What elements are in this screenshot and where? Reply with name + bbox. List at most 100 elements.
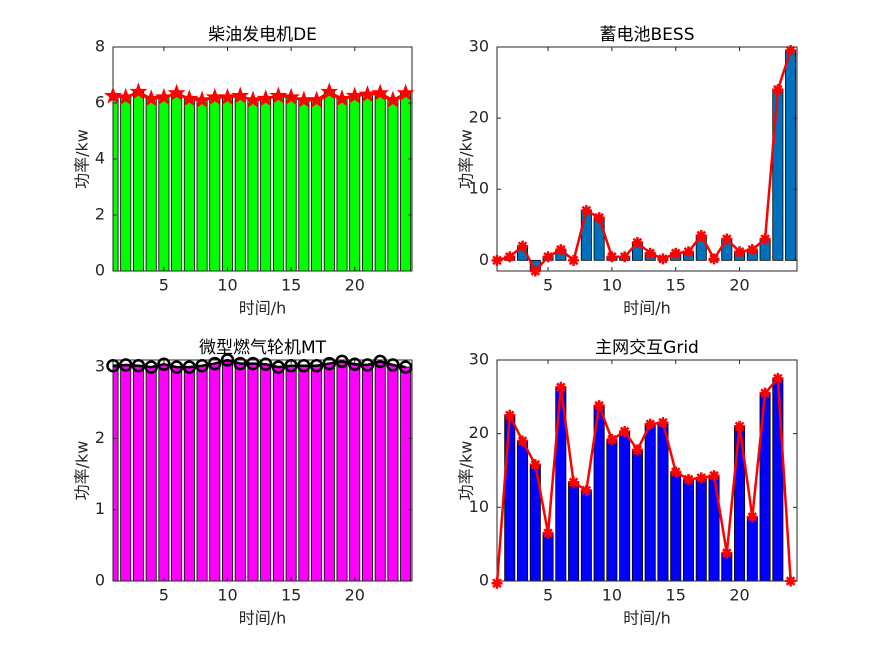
marker — [721, 233, 733, 245]
x-axis-label: 时间/h — [623, 609, 671, 628]
marker — [631, 444, 643, 456]
marker — [142, 89, 161, 107]
marker — [606, 434, 618, 446]
marker — [593, 212, 605, 224]
marker — [220, 353, 235, 367]
marker — [373, 354, 387, 369]
bar — [374, 92, 386, 271]
bar — [247, 363, 259, 581]
marker — [657, 253, 669, 265]
y-tick-label: 8 — [95, 37, 105, 56]
marker — [619, 425, 631, 437]
marker — [580, 205, 592, 217]
marker — [332, 89, 352, 107]
bar — [772, 89, 784, 261]
bar — [234, 95, 246, 271]
subplot: 5 10 15 20 0 2 4 6 8 柴油发电机DE 时间/h 功率/kw — [73, 25, 415, 318]
marker — [182, 360, 197, 374]
marker — [144, 360, 158, 374]
bar — [113, 95, 119, 271]
bar — [222, 97, 234, 271]
y-axis-label: 功率/kw — [457, 441, 476, 501]
marker — [529, 459, 541, 471]
bar — [542, 532, 554, 581]
bar — [695, 477, 707, 581]
marker — [154, 87, 173, 106]
subplot: 5 10 15 20 0 1 2 3 微型燃气轮机MT 时间/h 功率/kw — [73, 338, 413, 628]
marker — [271, 360, 286, 374]
marker — [759, 233, 771, 245]
marker — [269, 86, 288, 104]
y-tick-label: 0 — [95, 261, 105, 280]
x-tick-label: 5 — [159, 586, 169, 605]
bar — [209, 97, 221, 271]
marker — [258, 357, 273, 372]
y-tick-label: 20 — [469, 108, 489, 127]
marker — [542, 527, 554, 539]
marker — [682, 473, 694, 485]
bar — [387, 99, 399, 271]
bar — [113, 365, 119, 581]
marker — [322, 356, 337, 371]
bar — [196, 99, 208, 271]
bar — [145, 98, 157, 271]
bar — [171, 92, 183, 271]
marker — [504, 409, 516, 421]
bar — [323, 363, 335, 581]
x-tick-label: 10 — [217, 586, 237, 605]
bar — [120, 97, 132, 271]
marker — [682, 246, 694, 258]
bar — [400, 92, 412, 271]
bar — [336, 98, 348, 271]
marker — [386, 358, 400, 372]
marker — [593, 400, 605, 412]
bar — [196, 365, 208, 581]
marker — [734, 246, 746, 258]
bar — [374, 361, 386, 581]
marker — [233, 356, 247, 371]
bar — [311, 365, 323, 581]
bar — [323, 91, 335, 271]
bar — [593, 217, 605, 261]
bar — [631, 449, 643, 581]
axes-frame — [496, 359, 798, 582]
axes-bg — [497, 47, 797, 271]
line — [495, 375, 792, 584]
marker — [398, 360, 413, 374]
marker — [491, 254, 503, 266]
chart-title: 主网交互Grid — [595, 338, 699, 358]
x-axis-label: 时间/h — [239, 299, 287, 318]
x-axis-label: 时间/h — [239, 609, 287, 628]
marker — [246, 356, 260, 371]
marker — [568, 254, 580, 266]
marker — [157, 357, 171, 372]
y-tick-label: 30 — [469, 37, 489, 56]
bar — [158, 363, 170, 581]
marker — [320, 82, 339, 100]
marker — [193, 90, 212, 108]
marker — [358, 85, 377, 103]
bar — [222, 360, 234, 581]
bar — [580, 210, 592, 261]
bar — [772, 378, 784, 581]
marker — [371, 83, 390, 101]
axes-frame — [496, 46, 798, 272]
bar — [183, 98, 195, 271]
marker — [772, 372, 784, 384]
bar — [349, 363, 361, 581]
bar — [619, 431, 631, 581]
bar — [298, 365, 310, 581]
marker — [231, 86, 250, 104]
marker — [734, 420, 746, 432]
y-tick-label: 0 — [479, 571, 489, 590]
bar — [285, 97, 297, 271]
marker — [218, 87, 237, 106]
marker — [167, 83, 186, 101]
marker — [517, 240, 529, 252]
marker — [708, 470, 720, 482]
y-tick-label: 20 — [469, 423, 489, 442]
bar — [158, 97, 170, 271]
bar — [285, 365, 297, 581]
marker — [670, 466, 682, 478]
x-tick-label: 15 — [666, 586, 686, 605]
